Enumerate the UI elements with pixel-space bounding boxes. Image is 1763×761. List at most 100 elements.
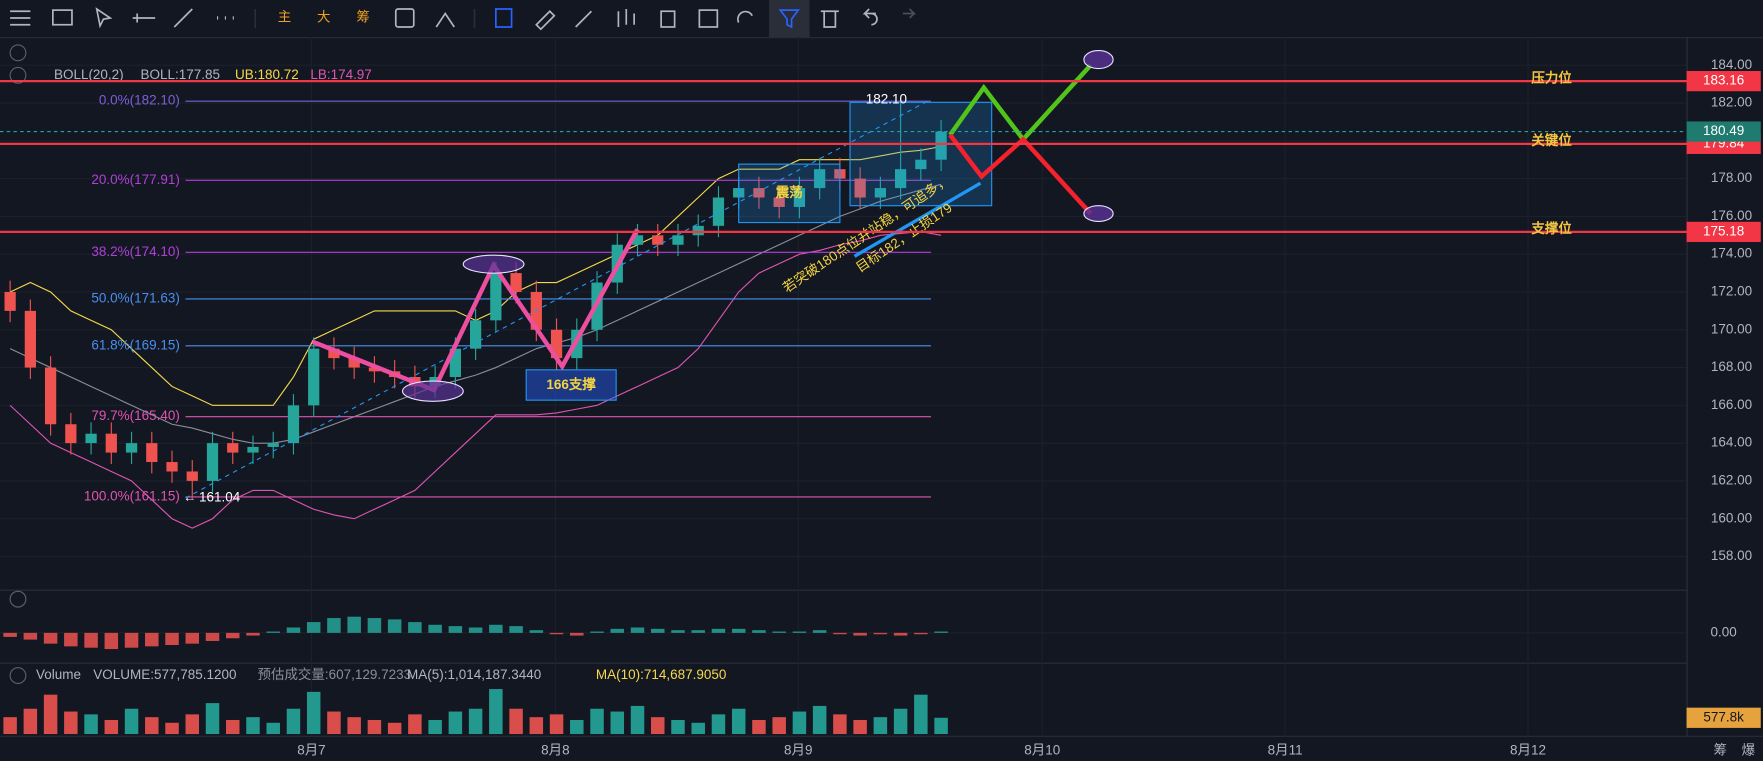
candle-body bbox=[854, 178, 866, 198]
macd-bar bbox=[266, 631, 280, 633]
volume-bar bbox=[792, 711, 807, 735]
volume-bar bbox=[84, 714, 98, 735]
indicator-value: UB:180.72 bbox=[235, 67, 299, 82]
y-tick-label: 170.00 bbox=[1711, 321, 1752, 336]
candle-body bbox=[206, 443, 219, 481]
price-badge-label: 175.18 bbox=[1703, 223, 1744, 238]
volume-bar bbox=[671, 719, 685, 735]
macd-bar bbox=[812, 630, 827, 633]
edit-tool[interactable] bbox=[698, 9, 719, 28]
y-tick-label: 164.00 bbox=[1711, 435, 1752, 450]
candle-body bbox=[267, 443, 279, 447]
volume-bar bbox=[651, 717, 665, 735]
volume-bar bbox=[327, 711, 341, 735]
candle-body bbox=[44, 367, 57, 425]
y-tick-label: 160.00 bbox=[1711, 510, 1752, 525]
volume-bar bbox=[630, 705, 645, 735]
macd-bar bbox=[691, 630, 705, 633]
filter-bg bbox=[769, 0, 810, 38]
y-tick-label: 166.00 bbox=[1711, 397, 1752, 412]
macd-bar bbox=[731, 628, 746, 633]
y-tick-label: 168.00 bbox=[1711, 359, 1752, 374]
candle-body bbox=[65, 424, 77, 444]
toolbar-label[interactable]: 主 bbox=[278, 10, 292, 25]
macd-bar bbox=[428, 624, 442, 633]
filter-tool[interactable] bbox=[778, 9, 800, 29]
candle-body bbox=[247, 446, 259, 453]
candle-body bbox=[328, 348, 340, 359]
macd-bar bbox=[64, 632, 78, 647]
drawings bbox=[9, 44, 1114, 685]
volume-bar bbox=[590, 708, 604, 735]
footer-button[interactable]: 爆 bbox=[1742, 742, 1756, 757]
redo-tool[interactable] bbox=[902, 8, 917, 19]
candle-body bbox=[227, 443, 239, 453]
swap-tool[interactable] bbox=[394, 8, 415, 28]
price-badge-label: 183.16 bbox=[1703, 73, 1744, 88]
volume-bar bbox=[23, 708, 38, 735]
ruler-tool[interactable] bbox=[535, 10, 556, 31]
macd-bar bbox=[84, 632, 98, 648]
macd-bar bbox=[145, 632, 159, 647]
pen-tool[interactable] bbox=[575, 10, 593, 28]
macd-bar bbox=[833, 632, 847, 635]
collapse-button[interactable] bbox=[9, 667, 27, 685]
macd-bar bbox=[752, 630, 766, 633]
undo-tool[interactable] bbox=[862, 8, 878, 26]
low-label: 161.04 bbox=[199, 490, 241, 505]
volume-bar bbox=[124, 708, 139, 735]
support-box bbox=[525, 369, 617, 401]
x-tick-label: 8月10 bbox=[1024, 742, 1060, 757]
macd-bar bbox=[570, 632, 584, 636]
footer-button[interactable]: 筹 bbox=[1714, 741, 1728, 757]
y-tick-label: 0.00 bbox=[1711, 624, 1737, 639]
rect-tool[interactable] bbox=[52, 9, 73, 26]
volume-bar bbox=[529, 717, 544, 735]
macd-bar bbox=[165, 632, 179, 646]
menu-icon[interactable] bbox=[10, 10, 31, 26]
draw-tool[interactable] bbox=[435, 11, 455, 28]
volume-bar bbox=[266, 722, 280, 735]
toolbar-label[interactable]: 大 bbox=[317, 10, 331, 25]
y-tick-label: 178.00 bbox=[1711, 170, 1752, 185]
volume-bar bbox=[549, 714, 564, 735]
x-tick-label: 8月9 bbox=[784, 742, 812, 757]
candle-tool[interactable] bbox=[617, 8, 635, 27]
volume-bar bbox=[286, 708, 301, 735]
candle-body bbox=[469, 320, 482, 349]
target-marker bbox=[1083, 50, 1114, 70]
macd-bar bbox=[853, 632, 867, 636]
volume-bar bbox=[873, 717, 888, 735]
line-tool[interactable] bbox=[132, 13, 156, 23]
macd-bar bbox=[408, 622, 422, 633]
collapse-button[interactable] bbox=[9, 66, 27, 84]
macd-bar bbox=[610, 628, 625, 633]
range-box bbox=[738, 163, 841, 224]
annotation: 166支撑 bbox=[546, 376, 596, 392]
bear-path bbox=[948, 133, 1093, 216]
price-badge-label: 180.49 bbox=[1703, 123, 1744, 138]
trend-tool[interactable] bbox=[173, 8, 193, 28]
candle-body bbox=[894, 169, 907, 189]
y-tick-label: 158.00 bbox=[1711, 548, 1752, 563]
price-badge bbox=[1686, 121, 1761, 142]
candle-body bbox=[348, 358, 360, 368]
candle-body bbox=[692, 225, 704, 236]
candle-body bbox=[510, 273, 522, 292]
note-tool[interactable] bbox=[495, 8, 513, 28]
fib-label: 38.2%(174.10) bbox=[91, 244, 179, 259]
toolbar-label[interactable]: 筹 bbox=[356, 9, 370, 25]
clip-tool[interactable] bbox=[660, 10, 676, 28]
cursor-tool[interactable] bbox=[95, 7, 113, 29]
volume-bar bbox=[691, 722, 705, 735]
y-tick-label: 176.00 bbox=[1711, 208, 1752, 223]
macd-bar bbox=[934, 631, 948, 633]
magnet-tool[interactable] bbox=[737, 10, 753, 23]
delete-tool[interactable] bbox=[820, 10, 839, 28]
candle-body bbox=[287, 405, 300, 444]
low-arrow: ← bbox=[183, 490, 196, 505]
volume-bar bbox=[711, 714, 726, 735]
collapse-button[interactable] bbox=[9, 44, 27, 62]
collapse-button[interactable] bbox=[9, 590, 27, 608]
